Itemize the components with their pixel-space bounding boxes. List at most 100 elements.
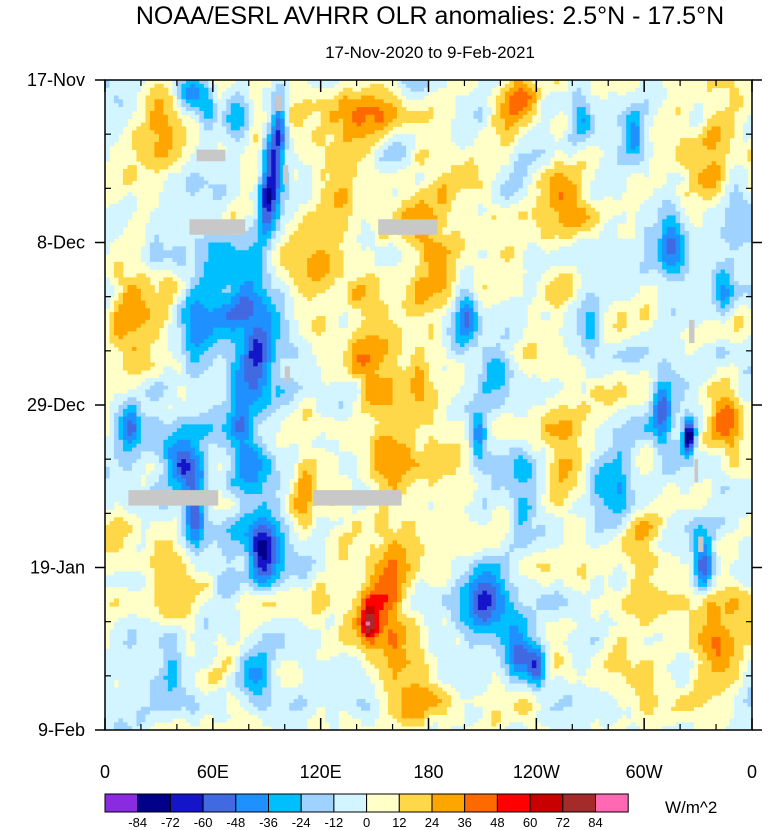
anomaly-cell — [419, 215, 425, 220]
anomaly-cell — [208, 134, 214, 139]
anomaly-cell — [235, 91, 241, 96]
anomaly-cell — [500, 254, 506, 259]
anomaly-cell — [163, 230, 169, 236]
anomaly-cell — [738, 219, 744, 224]
anomaly-cell — [185, 168, 191, 174]
anomaly-cell — [626, 118, 632, 123]
anomaly-cell — [383, 95, 389, 100]
anomaly-cell — [639, 257, 645, 263]
anomaly-cell — [334, 153, 340, 158]
anomaly-cell — [109, 203, 115, 209]
anomaly-cell — [212, 250, 218, 255]
anomaly-cell — [217, 176, 223, 181]
anomaly-cell — [473, 168, 479, 174]
anomaly-cell — [181, 219, 187, 224]
anomaly-cell — [338, 114, 344, 120]
anomaly-cell — [468, 95, 474, 100]
anomaly-cell — [383, 126, 389, 131]
anomaly-cell — [244, 265, 250, 270]
anomaly-cell — [212, 261, 218, 267]
anomaly-cell — [244, 215, 250, 220]
anomaly-cell — [671, 184, 677, 189]
anomaly-cell — [540, 141, 546, 147]
anomaly-cell — [356, 138, 362, 143]
anomaly-cell — [437, 188, 443, 193]
anomaly-cell — [711, 211, 717, 216]
anomaly-cell — [154, 99, 160, 104]
anomaly-cell — [199, 242, 205, 247]
anomaly-cell — [621, 138, 627, 143]
anomaly-cell — [536, 215, 542, 220]
anomaly-cell — [298, 172, 304, 178]
anomaly-cell — [127, 277, 133, 282]
anomaly-cell — [172, 122, 178, 127]
anomaly-cell — [563, 99, 569, 104]
anomaly-cell — [527, 130, 533, 135]
anomaly-cell — [527, 110, 533, 116]
anomaly-cell — [239, 281, 245, 286]
anomaly-cell — [149, 234, 155, 240]
anomaly-cell — [594, 211, 600, 216]
anomaly-cell — [644, 122, 650, 127]
anomaly-cell — [729, 273, 735, 278]
anomaly-cell — [167, 254, 173, 259]
anomaly-cell — [531, 242, 537, 247]
anomaly-cell — [540, 223, 546, 228]
anomaly-cell — [221, 265, 227, 270]
anomaly-cell — [410, 110, 416, 116]
anomaly-cell — [311, 269, 317, 274]
anomaly-cell — [594, 215, 600, 220]
anomaly-cell — [567, 211, 573, 216]
anomaly-cell — [415, 265, 420, 270]
anomaly-cell — [257, 246, 263, 251]
anomaly-cell — [459, 165, 465, 170]
anomaly-cell — [199, 107, 205, 112]
anomaly-cell — [522, 261, 528, 267]
anomaly-cell — [635, 277, 641, 282]
anomaly-cell — [545, 230, 551, 236]
anomaly-cell — [693, 254, 699, 259]
anomaly-cell — [361, 234, 366, 240]
anomaly-cell — [599, 165, 605, 170]
anomaly-cell — [531, 130, 537, 135]
anomaly-cell — [648, 242, 654, 247]
anomaly-cell — [536, 277, 542, 282]
anomaly-cell — [639, 95, 645, 100]
anomaly-cell — [185, 250, 191, 255]
anomaly-cell — [239, 246, 245, 251]
anomaly-cell — [212, 265, 218, 270]
anomaly-cell — [208, 257, 214, 263]
anomaly-cell — [145, 227, 151, 232]
anomaly-cell — [221, 118, 227, 123]
anomaly-cell — [689, 149, 694, 154]
anomaly-cell — [536, 199, 542, 205]
anomaly-cell — [455, 254, 461, 259]
anomaly-cell — [576, 261, 582, 267]
anomaly-cell — [581, 227, 587, 232]
anomaly-cell — [608, 250, 614, 255]
anomaly-cell — [626, 99, 632, 104]
anomaly-cell — [230, 103, 236, 108]
anomaly-cell — [590, 238, 596, 243]
anomaly-cell — [617, 130, 623, 135]
anomaly-cell — [635, 273, 641, 278]
anomaly-cell — [181, 223, 187, 228]
anomaly-cell — [612, 103, 618, 108]
anomaly-cell — [316, 230, 322, 236]
anomaly-cell — [392, 192, 398, 197]
anomaly-cell — [743, 188, 748, 193]
anomaly-cell — [329, 165, 335, 170]
anomaly-cell — [720, 134, 726, 139]
anomaly-cell — [325, 238, 331, 243]
anomaly-cell — [379, 161, 384, 166]
anomaly-cell — [248, 192, 254, 197]
anomaly-cell — [248, 99, 254, 104]
anomaly-cell — [554, 257, 560, 263]
anomaly-cell — [293, 122, 299, 127]
anomaly-cell — [176, 196, 182, 201]
anomaly-cell — [370, 134, 375, 139]
anomaly-cell — [370, 130, 375, 135]
anomaly-cell — [127, 110, 133, 116]
anomaly-cell — [446, 176, 452, 181]
anomaly-cell — [459, 99, 465, 104]
